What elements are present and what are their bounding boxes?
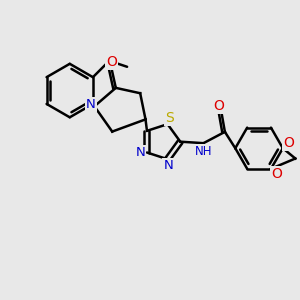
Text: O: O: [271, 167, 282, 181]
Text: S: S: [165, 111, 173, 124]
Text: O: O: [214, 99, 224, 113]
Text: O: O: [283, 136, 294, 150]
Text: N: N: [163, 159, 173, 172]
Text: NH: NH: [195, 145, 212, 158]
Text: N: N: [136, 146, 145, 159]
Text: O: O: [106, 55, 117, 69]
Text: N: N: [86, 98, 96, 111]
